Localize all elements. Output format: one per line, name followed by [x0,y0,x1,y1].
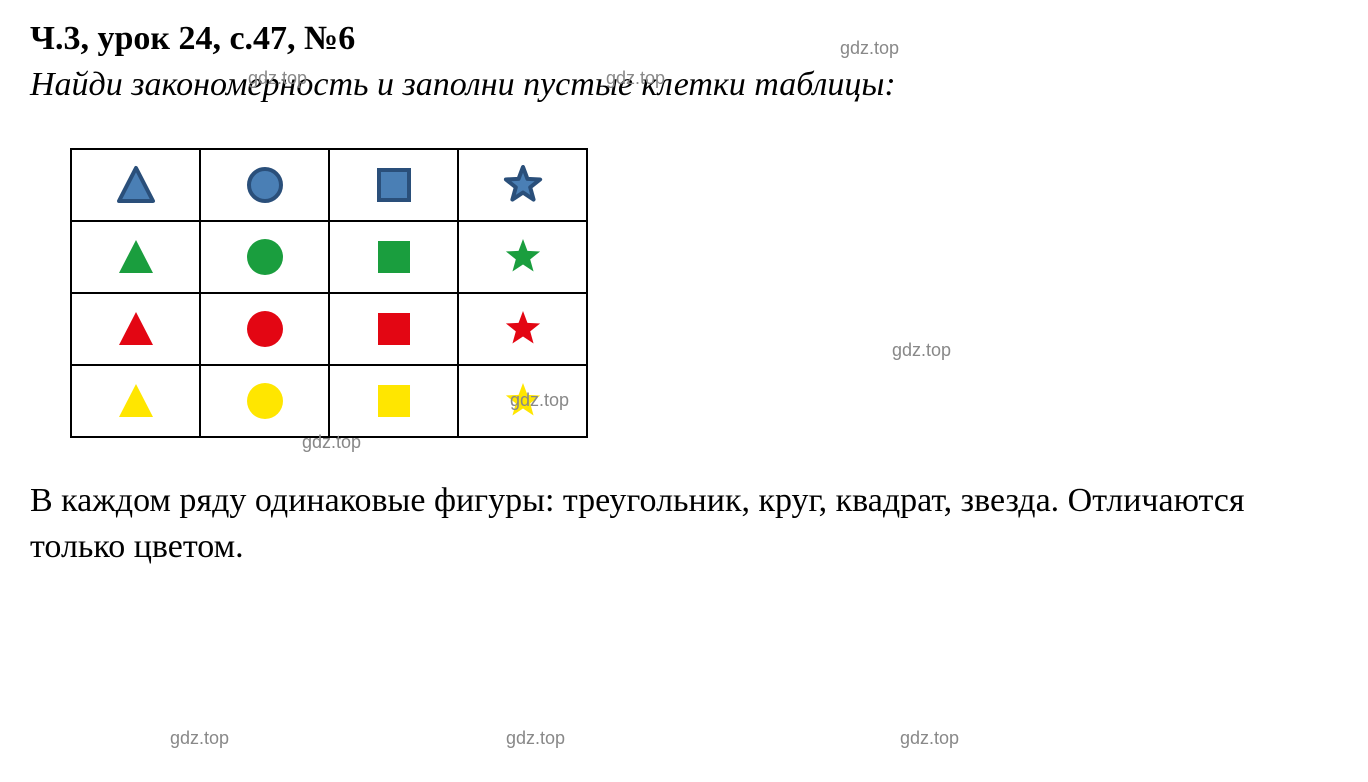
grid-cell [329,365,458,437]
grid-cell [458,221,587,293]
table-row [71,149,587,221]
square-icon [374,176,414,193]
circle-icon [245,176,285,193]
circle-icon [245,248,285,265]
watermark-text: gdz.top [302,432,361,453]
watermark-text: gdz.top [510,390,569,411]
grid-cell [329,293,458,365]
grid-cell [329,149,458,221]
triangle-icon [116,176,156,193]
lesson-header: Ч.3, урок 24, с.47, №6 [30,20,1338,58]
star-icon [503,320,543,337]
grid-cell [200,293,329,365]
grid-cell [200,149,329,221]
circle-icon [245,320,285,337]
square-icon [374,248,414,265]
triangle-icon [116,392,156,409]
table-row [71,293,587,365]
triangle-icon [116,320,156,337]
instruction-text: Найди закономерность и заполни пустые кл… [30,62,1338,108]
star-icon [503,176,543,193]
star-icon [503,248,543,265]
explanation-text: В каждом ряду одинаковые фигуры: треугол… [30,478,1338,570]
page-root: Ч.3, урок 24, с.47, №6 Найди закономерно… [30,20,1338,570]
square-icon [374,392,414,409]
watermark-text: gdz.top [506,728,565,749]
grid-cell [329,221,458,293]
grid-cell [71,365,200,437]
watermark-text: gdz.top [248,68,307,89]
grid-cell [458,149,587,221]
grid-cell [200,365,329,437]
circle-icon [245,392,285,409]
table-row [71,221,587,293]
watermark-text: gdz.top [170,728,229,749]
grid-cell [458,293,587,365]
grid-cell [71,293,200,365]
grid-cell [71,149,200,221]
watermark-text: gdz.top [840,38,899,59]
watermark-text: gdz.top [900,728,959,749]
triangle-icon [116,248,156,265]
watermark-text: gdz.top [892,340,951,361]
grid-cell [200,221,329,293]
shape-table-container [70,148,1338,438]
watermark-text: gdz.top [606,68,665,89]
grid-cell [71,221,200,293]
square-icon [374,320,414,337]
